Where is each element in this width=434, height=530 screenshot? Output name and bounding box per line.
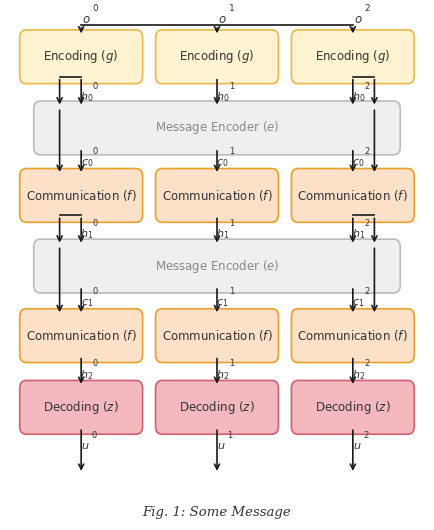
FancyBboxPatch shape	[20, 169, 143, 222]
Text: Message Encoder ($\it{e}$): Message Encoder ($\it{e}$)	[155, 258, 279, 275]
Text: 1: 1	[229, 82, 234, 91]
Text: Communication ($\it{f}$): Communication ($\it{f}$)	[161, 188, 273, 203]
Text: 2: 2	[363, 430, 368, 439]
Text: Communication ($\it{f}$): Communication ($\it{f}$)	[161, 328, 273, 343]
Text: $\it{h}_2$: $\it{h}_2$	[216, 368, 229, 382]
Text: 1: 1	[229, 218, 234, 227]
Text: 0: 0	[93, 218, 98, 227]
Text: $\it{c}_0$: $\it{c}_0$	[217, 157, 229, 169]
FancyBboxPatch shape	[291, 381, 414, 434]
Text: Encoding ($\it{g}$): Encoding ($\it{g}$)	[179, 48, 255, 65]
FancyBboxPatch shape	[155, 169, 279, 222]
Text: 1: 1	[229, 4, 234, 13]
Text: $\it{o}$: $\it{o}$	[218, 13, 227, 26]
Text: $\it{h}_2$: $\it{h}_2$	[80, 368, 93, 382]
Text: $\it{h}_1$: $\it{h}_1$	[80, 227, 93, 241]
Text: $\it{h}_2$: $\it{h}_2$	[352, 368, 365, 382]
Text: 1: 1	[229, 287, 234, 296]
FancyBboxPatch shape	[34, 101, 400, 155]
Text: 0: 0	[93, 359, 98, 368]
Text: 0: 0	[93, 82, 98, 91]
Text: $\it{h}_0$: $\it{h}_0$	[80, 91, 93, 104]
Text: 2: 2	[365, 147, 370, 156]
Text: 2: 2	[365, 287, 370, 296]
Text: 1: 1	[229, 359, 234, 368]
Text: $\it{o}$: $\it{o}$	[354, 13, 363, 26]
Text: 1: 1	[227, 430, 233, 439]
Text: $\it{o}$: $\it{o}$	[82, 13, 91, 26]
Text: Communication ($\it{f}$): Communication ($\it{f}$)	[26, 188, 137, 203]
Text: $\it{c}_1$: $\it{c}_1$	[217, 297, 229, 309]
Text: Fig. 1: Some Message: Fig. 1: Some Message	[143, 506, 291, 519]
FancyBboxPatch shape	[155, 309, 279, 363]
FancyBboxPatch shape	[20, 381, 143, 434]
Text: Encoding ($\it{g}$): Encoding ($\it{g}$)	[315, 48, 391, 65]
Text: Communication ($\it{f}$): Communication ($\it{f}$)	[26, 328, 137, 343]
FancyBboxPatch shape	[155, 381, 279, 434]
Text: $\it{c}_1$: $\it{c}_1$	[81, 297, 93, 309]
FancyBboxPatch shape	[20, 309, 143, 363]
FancyBboxPatch shape	[20, 30, 143, 84]
Text: $\it{h}_0$: $\it{h}_0$	[352, 91, 365, 104]
FancyBboxPatch shape	[291, 169, 414, 222]
Text: Decoding ($\it{z}$): Decoding ($\it{z}$)	[315, 399, 391, 416]
Text: Communication ($\it{f}$): Communication ($\it{f}$)	[297, 188, 408, 203]
Text: 0: 0	[93, 287, 98, 296]
Text: Message Encoder ($\it{e}$): Message Encoder ($\it{e}$)	[155, 119, 279, 136]
FancyBboxPatch shape	[34, 239, 400, 293]
FancyBboxPatch shape	[291, 309, 414, 363]
Text: $\it{u}$: $\it{u}$	[353, 441, 362, 452]
Text: $\it{h}_1$: $\it{h}_1$	[352, 227, 365, 241]
Text: $\it{h}_0$: $\it{h}_0$	[216, 91, 229, 104]
Text: Decoding ($\it{z}$): Decoding ($\it{z}$)	[43, 399, 119, 416]
Text: 2: 2	[365, 82, 370, 91]
Text: 1: 1	[229, 147, 234, 156]
FancyBboxPatch shape	[291, 30, 414, 84]
Text: Encoding ($\it{g}$): Encoding ($\it{g}$)	[43, 48, 119, 65]
Text: $\it{c}_0$: $\it{c}_0$	[81, 157, 93, 169]
Text: 0: 0	[93, 4, 99, 13]
Text: Decoding ($\it{z}$): Decoding ($\it{z}$)	[179, 399, 255, 416]
Text: 0: 0	[92, 430, 97, 439]
Text: 0: 0	[93, 147, 98, 156]
Text: $\it{u}$: $\it{u}$	[81, 441, 90, 452]
Text: $\it{c}_1$: $\it{c}_1$	[352, 297, 365, 309]
Text: 2: 2	[365, 4, 370, 13]
Text: Communication ($\it{f}$): Communication ($\it{f}$)	[297, 328, 408, 343]
Text: $\it{h}_1$: $\it{h}_1$	[216, 227, 229, 241]
Text: $\it{u}$: $\it{u}$	[217, 441, 226, 452]
Text: $\it{c}_0$: $\it{c}_0$	[352, 157, 365, 169]
Text: 2: 2	[365, 359, 370, 368]
FancyBboxPatch shape	[155, 30, 279, 84]
Text: 2: 2	[365, 218, 370, 227]
